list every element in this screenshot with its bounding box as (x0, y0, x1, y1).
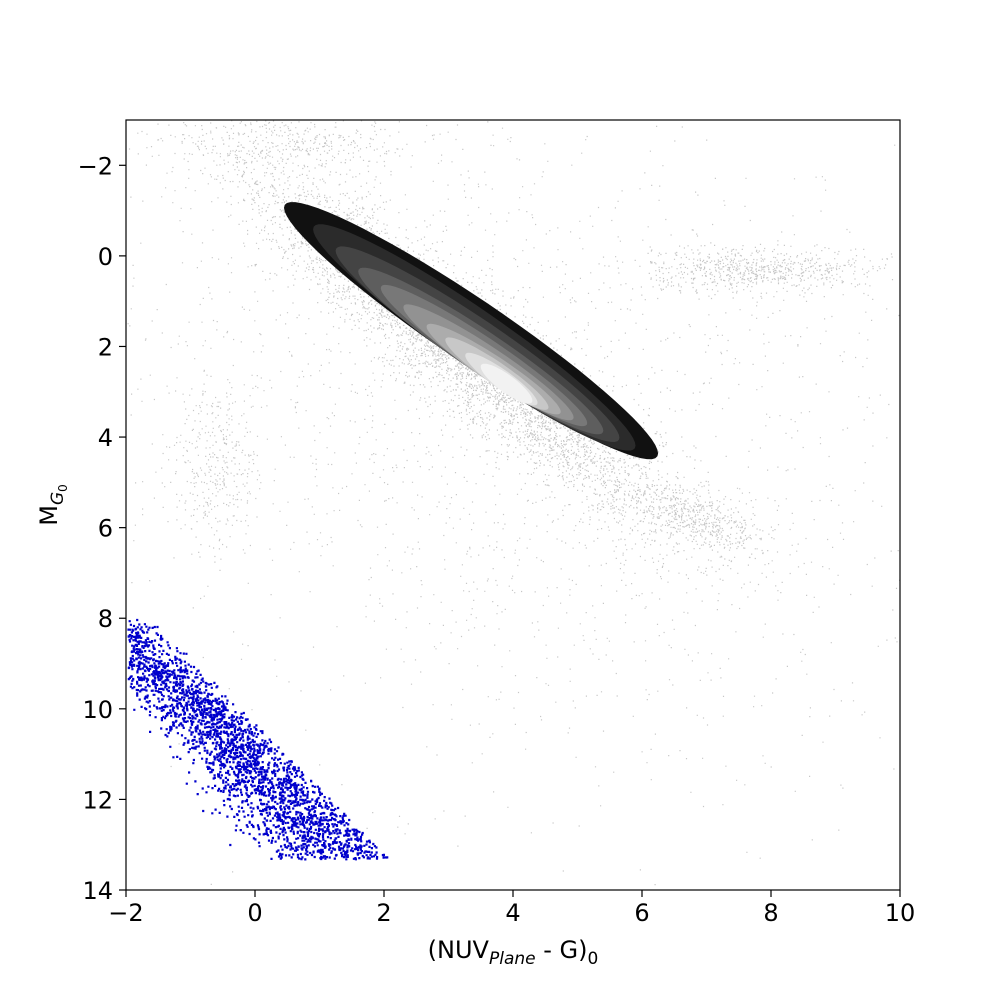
x-axis-label-sub: Plane (489, 949, 536, 969)
y-axis: −2 0 2 4 6 8 10 12 14 (78, 152, 126, 905)
y-axis-label-subsub: 0 (56, 484, 70, 492)
y-axis-label: MG0 (35, 484, 70, 526)
selected-points (127, 618, 389, 861)
y-tick-label: 6 (98, 515, 113, 543)
y-axis-label-main: M (35, 505, 63, 526)
y-tick-label: −2 (78, 152, 113, 180)
y-tick-label: 8 (98, 605, 113, 633)
x-axis-label-tail: - G) (536, 936, 588, 964)
density-contours (284, 202, 659, 460)
x-tick-label: −2 (108, 899, 143, 927)
x-tick-label: 8 (763, 899, 778, 927)
x-tick-label: 0 (247, 899, 262, 927)
y-tick-label: 4 (98, 424, 113, 452)
y-tick-label: 12 (82, 786, 113, 814)
y-tick-label: 2 (98, 333, 113, 361)
y-tick-label: 0 (98, 243, 113, 271)
selected-point-cloud (127, 618, 389, 861)
contour-level-9 (480, 363, 533, 404)
x-tick-label: 2 (376, 899, 391, 927)
x-axis-label-sub2: 0 (588, 949, 599, 969)
x-tick-label: 10 (885, 899, 916, 927)
y-tick-label: 14 (82, 877, 113, 905)
x-axis-label: (NUVPlane - G)0 (428, 936, 599, 969)
x-axis-label-main: (NUV (428, 936, 490, 964)
x-tick-label: 4 (505, 899, 520, 927)
y-tick-label: 10 (82, 696, 113, 724)
x-tick-label: 6 (634, 899, 649, 927)
x-axis: −2 0 2 4 6 8 10 (108, 890, 915, 927)
y-axis-label-sub: G (48, 492, 68, 505)
